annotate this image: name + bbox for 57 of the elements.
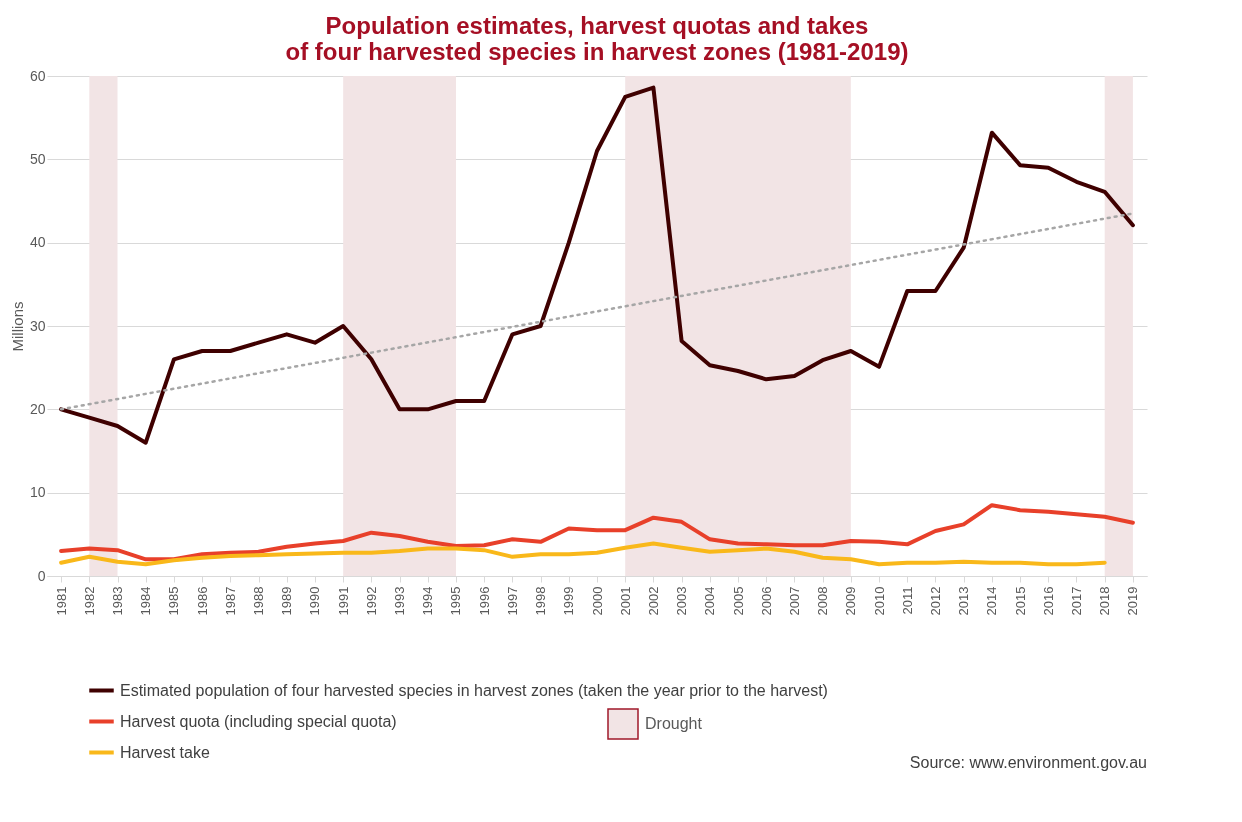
x-tick-label: 2010: [871, 586, 887, 616]
x-tick-label: 2002: [645, 586, 661, 616]
y-tick-label: 40: [29, 234, 46, 251]
x-tick-label: 2018: [1097, 586, 1113, 616]
x-tick-label: 1984: [138, 586, 154, 616]
y-tick-label: 30: [29, 317, 46, 334]
x-tick-label: 1987: [222, 586, 238, 616]
text: Population estimates, harvest quotas and takes: [325, 12, 869, 39]
line-series: [59, 85, 1135, 445]
x-tick-label: 1996: [476, 586, 492, 616]
x-tick-label: 1990: [307, 586, 323, 616]
x-tick-label: 1999: [561, 586, 577, 616]
legend-label: Harvest take: [120, 743, 210, 761]
legend-label: Drought: [645, 715, 703, 732]
x-tick-label: 2001: [617, 586, 633, 616]
x-tick-label: 2019: [1125, 586, 1141, 616]
x-tick-label: 2007: [786, 586, 802, 616]
x-tick-label: 1988: [251, 586, 267, 616]
x-tick-label: 1997: [504, 586, 520, 616]
x-tick-label: 1992: [363, 586, 379, 616]
line-series: [59, 503, 1135, 562]
x-tick-label: 1995: [448, 586, 464, 616]
x-tick-label: 2004: [702, 586, 718, 616]
x-tick-label: 1985: [166, 586, 182, 616]
x-tick-label: 1983: [110, 586, 126, 616]
source-note: Source: www.environment.gov.au: [909, 754, 1147, 771]
y-axis-title: Millions: [8, 301, 26, 352]
x-tick-label: 2014: [984, 586, 1000, 616]
x-tick-label: 2008: [815, 586, 831, 616]
x-tick-label: 1989: [279, 586, 295, 616]
x-tick-label: 2012: [927, 586, 943, 616]
y-tick-label: 0: [37, 567, 46, 584]
x-tick-label: 1998: [533, 586, 549, 616]
x-tick-label: 2011: [899, 586, 915, 615]
x-tick-label: 1982: [81, 586, 97, 616]
x-tick-label: 1993: [392, 586, 408, 616]
legend-label: Estimated population of four harvested species in harvest zones (taken the year prior to the harvest): [120, 681, 828, 699]
x-tick-label: 2003: [674, 586, 690, 616]
x-tick-label: 1991: [335, 586, 351, 616]
x-tick-label: 2006: [758, 586, 774, 616]
legend-label: Harvest quota (including special quota): [120, 712, 397, 730]
y-tick-label: 20: [29, 400, 46, 417]
y-tick-label: 50: [29, 150, 46, 167]
x-tick-label: 1994: [420, 586, 436, 616]
x-tick-label: 2000: [589, 586, 605, 616]
x-tick-label: 2005: [730, 586, 746, 616]
x-tick-label: 2017: [1068, 586, 1084, 616]
y-tick-label: 60: [29, 67, 46, 84]
y-tick-label: 10: [29, 484, 46, 501]
x-tick-label: 2013: [956, 586, 972, 616]
text: of four harvested species in harvest zones (1981-2019): [285, 38, 909, 65]
x-tick-label: 1981: [53, 586, 69, 616]
x-tick-label: 2015: [1012, 586, 1028, 616]
x-tick-label: 2009: [843, 586, 859, 616]
x-tick-label: 1986: [194, 586, 210, 616]
x-tick-label: 2016: [1040, 586, 1056, 616]
line-series: [59, 541, 1107, 567]
